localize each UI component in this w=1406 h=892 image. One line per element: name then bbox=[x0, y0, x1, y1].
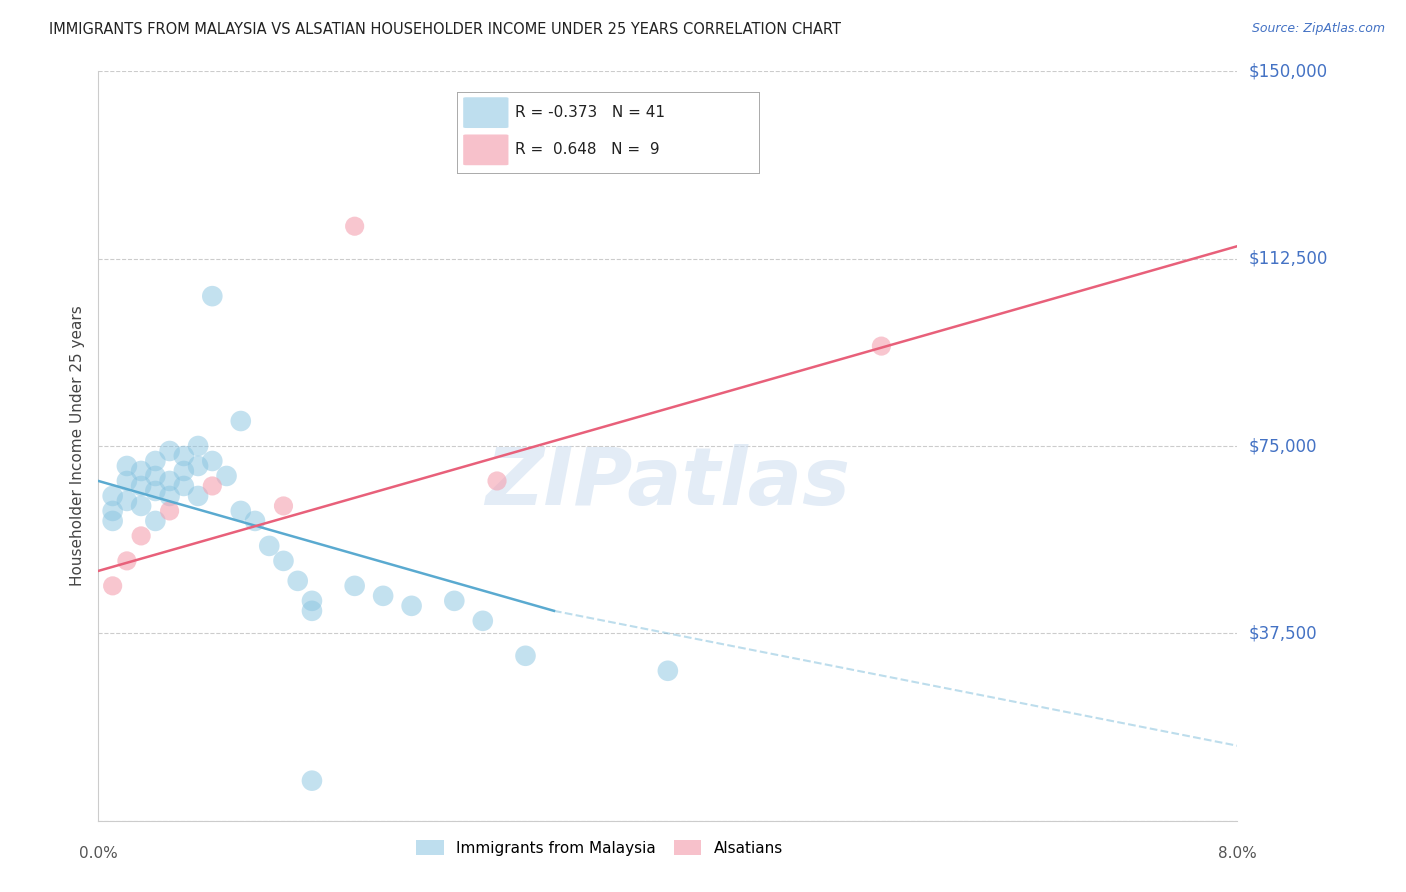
Point bbox=[145, 469, 167, 483]
Point bbox=[215, 469, 238, 483]
Text: Source: ZipAtlas.com: Source: ZipAtlas.com bbox=[1251, 22, 1385, 36]
Point bbox=[101, 489, 124, 503]
Point bbox=[287, 574, 309, 588]
Text: $150,000: $150,000 bbox=[1249, 62, 1327, 80]
Point bbox=[401, 599, 423, 613]
Legend: Immigrants from Malaysia, Alsatians: Immigrants from Malaysia, Alsatians bbox=[411, 834, 789, 862]
Point bbox=[273, 554, 295, 568]
Point bbox=[301, 773, 323, 788]
Point bbox=[229, 504, 252, 518]
Point bbox=[115, 474, 138, 488]
Point bbox=[657, 664, 679, 678]
Point bbox=[259, 539, 281, 553]
Point bbox=[371, 589, 394, 603]
Point bbox=[101, 514, 124, 528]
Point bbox=[201, 454, 224, 468]
Text: $75,000: $75,000 bbox=[1249, 437, 1317, 455]
Text: $112,500: $112,500 bbox=[1249, 250, 1327, 268]
Point bbox=[187, 458, 209, 473]
Point bbox=[129, 464, 152, 478]
Text: IMMIGRANTS FROM MALAYSIA VS ALSATIAN HOUSEHOLDER INCOME UNDER 25 YEARS CORRELATI: IMMIGRANTS FROM MALAYSIA VS ALSATIAN HOU… bbox=[49, 22, 841, 37]
Point bbox=[145, 483, 167, 498]
Point bbox=[159, 489, 181, 503]
Point bbox=[173, 479, 195, 493]
Text: $37,500: $37,500 bbox=[1249, 624, 1317, 642]
Point bbox=[115, 554, 138, 568]
Point bbox=[201, 289, 224, 303]
Point bbox=[301, 604, 323, 618]
Point bbox=[301, 594, 323, 608]
Point bbox=[173, 449, 195, 463]
Point bbox=[145, 514, 167, 528]
Point bbox=[101, 579, 124, 593]
Point bbox=[101, 504, 124, 518]
Point bbox=[159, 504, 181, 518]
Point bbox=[173, 464, 195, 478]
Point bbox=[129, 499, 152, 513]
Text: 0.0%: 0.0% bbox=[79, 846, 118, 861]
Text: 8.0%: 8.0% bbox=[1218, 846, 1257, 861]
Point bbox=[145, 454, 167, 468]
Text: ZIPatlas: ZIPatlas bbox=[485, 444, 851, 523]
Point bbox=[443, 594, 465, 608]
Point bbox=[229, 414, 252, 428]
Point bbox=[870, 339, 893, 353]
Point bbox=[471, 614, 494, 628]
Point bbox=[201, 479, 224, 493]
Point bbox=[159, 474, 181, 488]
Point bbox=[187, 489, 209, 503]
Point bbox=[129, 479, 152, 493]
Point bbox=[343, 579, 366, 593]
Point bbox=[115, 458, 138, 473]
Point bbox=[159, 444, 181, 458]
Point bbox=[129, 529, 152, 543]
Point bbox=[515, 648, 537, 663]
Point bbox=[115, 494, 138, 508]
Y-axis label: Householder Income Under 25 years: Householder Income Under 25 years bbox=[70, 306, 86, 586]
Point bbox=[243, 514, 266, 528]
Point bbox=[273, 499, 295, 513]
Point bbox=[486, 474, 509, 488]
Point bbox=[343, 219, 366, 234]
Point bbox=[187, 439, 209, 453]
